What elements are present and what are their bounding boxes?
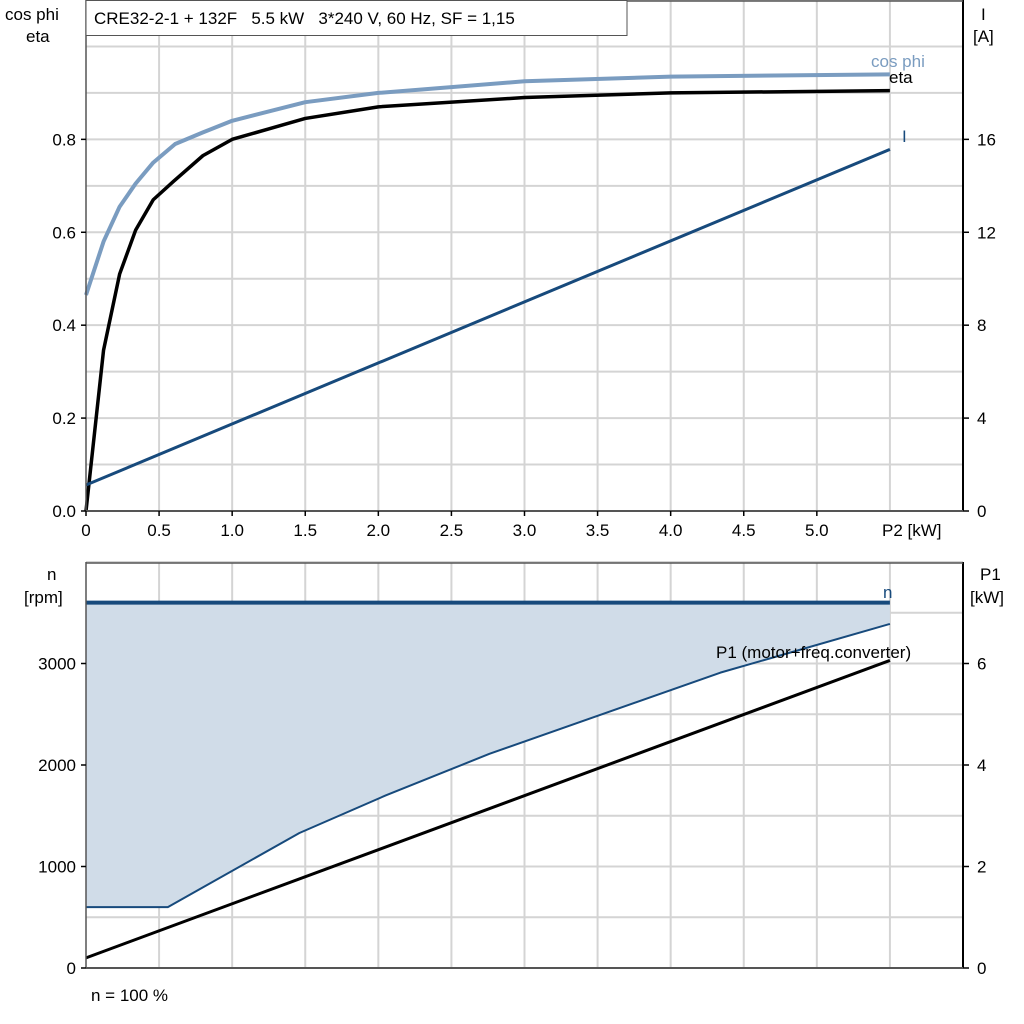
x-tick-label: 2.5 bbox=[440, 521, 464, 540]
right-tick-label: 2 bbox=[977, 858, 986, 877]
right-tick-label: 6 bbox=[977, 655, 986, 674]
right-tick-label: 0 bbox=[977, 502, 986, 521]
legend-speed: n bbox=[883, 583, 892, 602]
right-tick-label: 4 bbox=[977, 409, 986, 428]
right-tick-label: 4 bbox=[977, 756, 986, 775]
left-tick-label: 0 bbox=[67, 959, 76, 978]
left-tick-label: 0.4 bbox=[52, 316, 76, 335]
x-tick-label: 1.5 bbox=[293, 521, 317, 540]
eta-line bbox=[84, 88, 890, 512]
legend-cosphi: cos phi bbox=[871, 52, 925, 71]
cosphi-line bbox=[84, 72, 890, 296]
x-tick-label: 5.0 bbox=[805, 521, 829, 540]
series-lines bbox=[84, 72, 891, 960]
right-tick-label: 8 bbox=[977, 316, 986, 335]
p1-line bbox=[85, 659, 891, 960]
x-tick-label: 1.0 bbox=[220, 521, 244, 540]
left-tick-label: 0.8 bbox=[52, 130, 76, 149]
axes: 0.0 0.2 0.4 0.6 0.8 0 4 8 12 16 0 1000 2000 3000 0 2 4 6 0… bbox=[38, 0, 996, 978]
left-tick-label: 3000 bbox=[38, 655, 76, 674]
left-tick-label: 0.0 bbox=[52, 502, 76, 521]
current-line bbox=[85, 147, 891, 487]
bottom-left-ylabel-2: [rpm] bbox=[24, 588, 63, 607]
bottom-right-ylabel-2: [kW] bbox=[970, 588, 1004, 607]
x-tick-label: 3.0 bbox=[513, 521, 537, 540]
top-right-ylabel-1: I bbox=[981, 5, 986, 24]
right-tick-label: 12 bbox=[977, 223, 996, 242]
x-tick-label: 0 bbox=[81, 521, 90, 540]
x-tick-label: 4.0 bbox=[659, 521, 683, 540]
top-left-ylabel-1: cos phi bbox=[5, 5, 59, 24]
left-tick-label: 2000 bbox=[38, 756, 76, 775]
left-tick-label: 0.2 bbox=[52, 409, 76, 428]
x-tick-label: 0.5 bbox=[147, 521, 171, 540]
legend-p1: P1 (motor+freq.converter) bbox=[716, 643, 911, 662]
top-right-ylabel-2: [A] bbox=[973, 27, 994, 46]
top-left-ylabel-2: eta bbox=[26, 27, 50, 46]
speed-range-fill bbox=[86, 602, 890, 908]
speed-range-area bbox=[86, 602, 890, 908]
speed-annotation: n = 100 % bbox=[91, 986, 168, 1005]
legend-current: I bbox=[902, 127, 907, 146]
bottom-left-ylabel-1: n bbox=[47, 565, 56, 584]
top-grid bbox=[86, 0, 963, 511]
min-speed-boundary-line bbox=[86, 622, 891, 909]
left-tick-label: 1000 bbox=[38, 858, 76, 877]
chart-title: CRE32-2-1 + 132F 5.5 kW 3*240 V, 60 Hz, … bbox=[94, 9, 515, 28]
x-tick-label: 2.0 bbox=[367, 521, 391, 540]
legend-eta: eta bbox=[889, 68, 913, 87]
right-tick-label: 0 bbox=[977, 959, 986, 978]
top-xlabel: P2 [kW] bbox=[882, 521, 942, 540]
x-tick-label: 3.5 bbox=[586, 521, 610, 540]
left-tick-label: 0.6 bbox=[52, 223, 76, 242]
title-box bbox=[85, 0, 628, 36]
bottom-right-ylabel-1: P1 bbox=[980, 565, 1001, 584]
right-tick-label: 16 bbox=[977, 130, 996, 149]
x-tick-label: 4.5 bbox=[732, 521, 756, 540]
